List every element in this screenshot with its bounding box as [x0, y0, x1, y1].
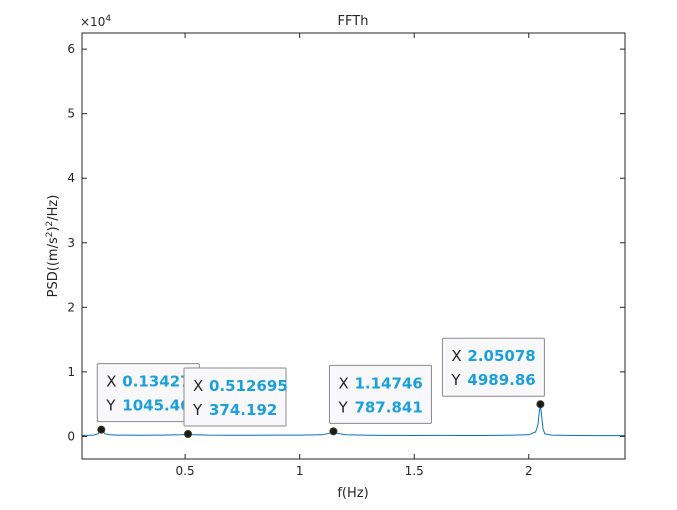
y-tick-label: 5	[67, 107, 75, 121]
datatip-x-value: 0.134277	[122, 373, 201, 391]
x-tick-label: 1	[296, 464, 304, 478]
datatip-x-value: 1.14746	[354, 374, 422, 392]
x-axis-label: f(Hz)	[337, 486, 368, 501]
y-tick-label: 1	[67, 365, 75, 379]
y-tick-label: 4	[67, 171, 75, 185]
datatip-y-key: Y	[192, 401, 203, 419]
plot-area-border	[81, 32, 626, 460]
datatip-x-key: X	[193, 377, 203, 395]
y-tick-label: 2	[67, 300, 75, 314]
datatip-marker[interactable]	[97, 425, 106, 434]
datatip-x-value: 0.512695	[209, 377, 288, 395]
datatip-x-value: 2.05078	[467, 347, 535, 365]
y-tick-label: 3	[67, 236, 75, 250]
datatip-x-key: X	[338, 374, 348, 392]
y-tick-label: 0	[67, 429, 75, 443]
x-tick-label: 0.5	[176, 464, 195, 478]
datatip-y-key: Y	[450, 371, 461, 389]
datatip-x-key: X	[451, 347, 461, 365]
y-exponent-base: ×10	[80, 15, 105, 29]
datatip-marker[interactable]	[536, 400, 545, 409]
y-exponent-label: ×104	[80, 14, 111, 29]
datatip-y-value: 4989.86	[467, 371, 535, 389]
y-exponent-power: 4	[105, 14, 111, 24]
datatip-x-key: X	[106, 373, 116, 391]
datatip-box[interactable]	[183, 367, 287, 427]
y-tick-label: 6	[67, 42, 75, 56]
y-axis-label: PSD((m/s2)2/Hz)	[45, 195, 61, 298]
datatip-marker[interactable]	[329, 427, 338, 436]
datatip-marker[interactable]	[184, 429, 193, 438]
x-tick-label: 1.5	[405, 464, 424, 478]
x-tick-label: 2	[525, 464, 533, 478]
datatip-y-key: Y	[337, 398, 348, 416]
datatip-box[interactable]	[328, 364, 432, 424]
datatip-box[interactable]	[441, 337, 545, 397]
datatip-y-value: 787.841	[354, 398, 422, 416]
chart-title: FFTh	[338, 14, 369, 29]
datatip-y-key: Y	[105, 397, 116, 415]
datatip-y-value: 1045.46	[122, 397, 190, 415]
svg-text:×104: ×104	[80, 14, 111, 29]
datatip-y-value: 374.192	[209, 401, 277, 419]
